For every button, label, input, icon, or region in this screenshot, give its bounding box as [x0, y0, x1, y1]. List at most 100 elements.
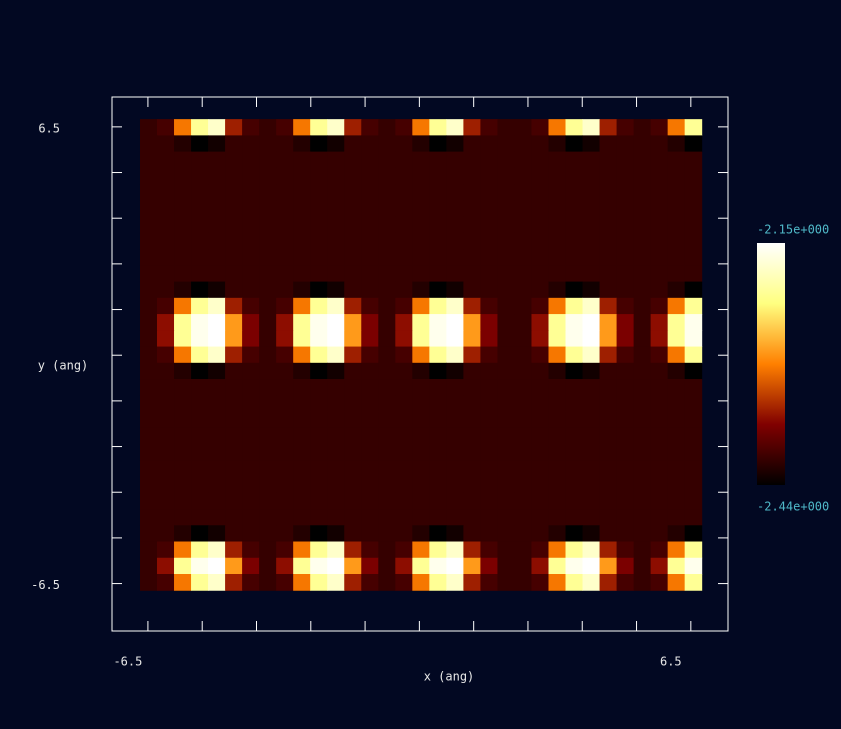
- heatmap-cell: [616, 492, 635, 510]
- heatmap-cell: [276, 330, 294, 348]
- heatmap-cell: [667, 216, 686, 234]
- heatmap-cell: [259, 427, 277, 445]
- heatmap-cell: [514, 232, 532, 250]
- heatmap-cell: [429, 444, 447, 461]
- heatmap-cell: [565, 314, 584, 331]
- heatmap-cell: [497, 411, 515, 429]
- heatmap-cell: [599, 314, 618, 331]
- heatmap-cell: [650, 492, 669, 510]
- heatmap-cell: [480, 314, 498, 331]
- heatmap-cell: [463, 249, 481, 266]
- heatmap-cell: [446, 346, 464, 364]
- heatmap-cell: [650, 167, 669, 185]
- heatmap-cell: [208, 444, 226, 461]
- heatmap-cell: [446, 232, 464, 250]
- heatmap-cell: [667, 444, 686, 461]
- heatmap-cell: [378, 151, 396, 169]
- heatmap-cell: [259, 216, 277, 234]
- heatmap-cell: [497, 119, 515, 136]
- heatmap-cell: [650, 460, 669, 478]
- heatmap-cell: [378, 444, 396, 461]
- heatmap-cell: [327, 200, 345, 218]
- heatmap-cell: [276, 249, 294, 266]
- heatmap-cell: [531, 265, 549, 283]
- heatmap-cell: [412, 411, 430, 429]
- heatmap-cell: [531, 135, 549, 153]
- heatmap-cell: [361, 151, 379, 169]
- heatmap-cell: [293, 509, 311, 526]
- heatmap-cell: [565, 265, 584, 283]
- heatmap-cell: [242, 119, 260, 136]
- heatmap-cell: [276, 444, 294, 461]
- heatmap-cell: [412, 541, 430, 559]
- heatmap-cell: [344, 557, 362, 575]
- heatmap-cell: [310, 574, 328, 591]
- heatmap-cell: [446, 427, 464, 445]
- heatmap-cell: [412, 362, 430, 380]
- heatmap-cell: [616, 297, 635, 315]
- heatmap-cell: [446, 395, 464, 413]
- heatmap-cell: [344, 525, 362, 543]
- heatmap-cell: [293, 151, 311, 169]
- heatmap-cell: [582, 249, 601, 266]
- heatmap-cell: [259, 232, 277, 250]
- heatmap-cell: [667, 200, 686, 218]
- heatmap-cell: [174, 411, 192, 429]
- colorbar-label: -2.44e+000: [757, 500, 829, 514]
- y-tick-label: -6.5: [31, 578, 60, 592]
- heatmap-cell: [174, 492, 192, 510]
- heatmap-cell: [157, 135, 175, 153]
- heatmap-cell: [191, 460, 209, 478]
- heatmap-cell: [310, 330, 328, 348]
- heatmap-cell: [582, 200, 601, 218]
- heatmap-cell: [276, 509, 294, 526]
- heatmap-cell: [650, 557, 669, 575]
- heatmap-cell: [174, 427, 192, 445]
- heatmap-cell: [174, 135, 192, 153]
- heatmap-cell: [531, 395, 549, 413]
- heatmap-cell: [684, 346, 703, 364]
- heatmap-cell: [599, 427, 618, 445]
- heatmap-cell: [531, 200, 549, 218]
- x-tick-label: 6.5: [660, 655, 682, 669]
- heatmap-cell: [480, 184, 498, 201]
- heatmap-cell: [565, 346, 584, 364]
- heatmap-cell: [446, 297, 464, 315]
- heatmap-cell: [616, 346, 635, 364]
- heatmap-cell: [497, 167, 515, 185]
- heatmap-cell: [429, 216, 447, 234]
- heatmap-cell: [446, 362, 464, 380]
- heatmap-cell: [157, 281, 175, 299]
- heatmap-cell: [378, 297, 396, 315]
- heatmap-cell: [225, 249, 243, 266]
- heatmap-cell: [242, 184, 260, 201]
- heatmap-cell: [633, 362, 652, 380]
- heatmap-cell: [599, 135, 618, 153]
- heatmap-cell: [599, 119, 618, 136]
- heatmap-cell: [463, 265, 481, 283]
- heatmap-cell: [599, 330, 618, 348]
- heatmap-cell: [616, 509, 635, 526]
- heatmap-cell: [463, 541, 481, 559]
- heatmap-cell: [310, 119, 328, 136]
- heatmap-cell: [139, 216, 158, 234]
- heatmap-cell: [429, 184, 447, 201]
- heatmap-cell: [225, 541, 243, 559]
- heatmap-cell: [633, 574, 652, 591]
- heatmap-cell: [276, 151, 294, 169]
- heatmap-cell: [650, 427, 669, 445]
- heatmap-cell: [565, 525, 584, 543]
- heatmap-cell: [327, 362, 345, 380]
- heatmap-cell: [191, 379, 209, 396]
- heatmap-cell: [327, 184, 345, 201]
- heatmap-cell: [327, 541, 345, 559]
- heatmap-cell: [650, 216, 669, 234]
- heatmap-cell: [463, 460, 481, 478]
- heatmap-cell: [191, 265, 209, 283]
- heatmap-cell: [446, 135, 464, 153]
- heatmap-cell: [616, 200, 635, 218]
- heatmap-cell: [276, 297, 294, 315]
- heatmap-cell: [599, 541, 618, 559]
- heatmap-cell: [378, 330, 396, 348]
